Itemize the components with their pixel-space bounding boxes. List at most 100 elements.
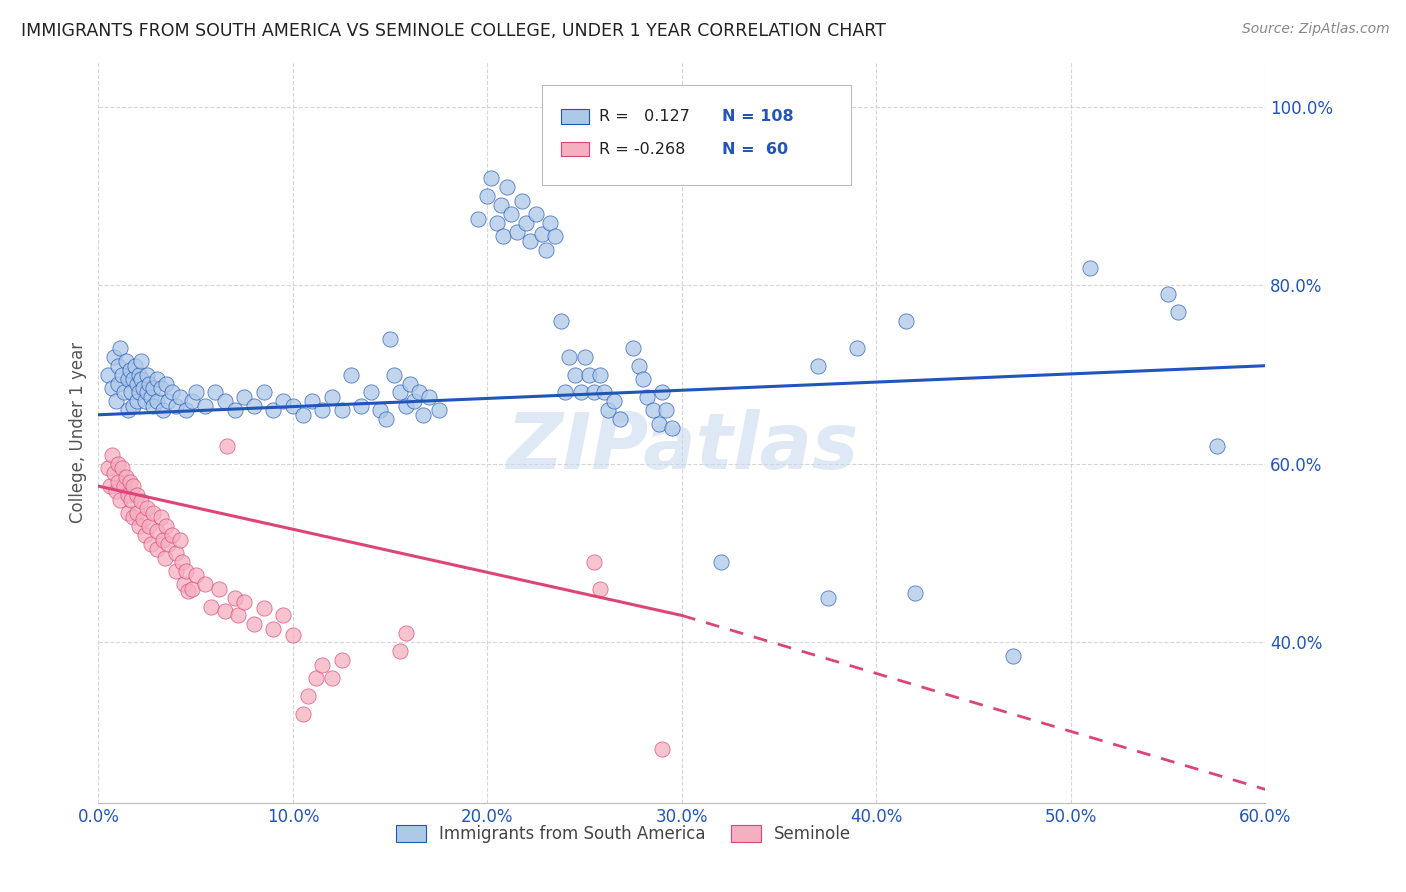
- Point: [846, 341, 869, 355]
- Point: [162, 528, 184, 542]
- Point: [271, 394, 294, 409]
- Point: [418, 390, 440, 404]
- Point: [641, 403, 664, 417]
- Text: N = 108: N = 108: [721, 109, 793, 124]
- Point: [138, 376, 160, 391]
- Point: [291, 408, 314, 422]
- Point: [512, 194, 534, 208]
- Point: [321, 671, 343, 685]
- Point: [583, 385, 606, 400]
- Point: [262, 403, 284, 417]
- Point: [107, 475, 129, 489]
- Point: [146, 372, 169, 386]
- Point: [569, 385, 592, 400]
- Point: [224, 591, 246, 605]
- Point: [380, 332, 402, 346]
- Point: [108, 492, 131, 507]
- Point: [122, 399, 145, 413]
- Point: [593, 385, 616, 400]
- Point: [578, 368, 600, 382]
- Point: [162, 385, 184, 400]
- Point: [330, 653, 353, 667]
- Point: [134, 528, 156, 542]
- Text: N =  60: N = 60: [721, 142, 787, 157]
- FancyBboxPatch shape: [541, 85, 851, 185]
- Point: [1001, 648, 1024, 663]
- Point: [134, 394, 156, 409]
- Point: [142, 506, 165, 520]
- Legend: Immigrants from South America, Seminole: Immigrants from South America, Seminole: [389, 819, 858, 850]
- Point: [321, 390, 343, 404]
- Point: [139, 390, 162, 404]
- Point: [153, 550, 176, 565]
- Point: [108, 341, 131, 355]
- Point: [111, 461, 134, 475]
- Point: [408, 385, 430, 400]
- Point: [169, 390, 191, 404]
- Point: [281, 628, 304, 642]
- Point: [165, 546, 187, 560]
- Point: [122, 372, 145, 386]
- Point: [129, 494, 152, 508]
- Point: [117, 372, 139, 386]
- Point: [311, 657, 333, 672]
- Point: [583, 555, 606, 569]
- Point: [486, 216, 509, 230]
- Point: [398, 376, 420, 391]
- Point: [169, 533, 191, 547]
- Point: [370, 403, 392, 417]
- Point: [146, 541, 169, 556]
- Point: [524, 207, 547, 221]
- Point: [427, 403, 450, 417]
- Point: [142, 399, 165, 413]
- Point: [139, 537, 162, 551]
- Point: [558, 350, 581, 364]
- Point: [603, 394, 626, 409]
- Point: [127, 394, 149, 409]
- Point: [174, 403, 197, 417]
- Point: [155, 376, 177, 391]
- Point: [180, 582, 202, 596]
- Point: [228, 608, 250, 623]
- Point: [550, 314, 572, 328]
- Point: [375, 412, 398, 426]
- Point: [564, 368, 586, 382]
- Point: [305, 671, 328, 685]
- Point: [479, 171, 502, 186]
- Point: [492, 229, 515, 244]
- Point: [103, 350, 125, 364]
- Point: [651, 742, 673, 756]
- Point: [253, 601, 276, 615]
- Point: [330, 403, 353, 417]
- Point: [174, 564, 197, 578]
- Point: [281, 399, 304, 413]
- Point: [184, 385, 207, 400]
- Point: [122, 479, 145, 493]
- Point: [194, 399, 217, 413]
- Point: [233, 595, 256, 609]
- Point: [107, 457, 129, 471]
- Point: [118, 475, 141, 489]
- Point: [114, 354, 136, 368]
- Point: [149, 381, 172, 395]
- Point: [127, 506, 149, 520]
- Point: [360, 385, 382, 400]
- Point: [596, 403, 619, 417]
- Text: ZIPatlas: ZIPatlas: [506, 409, 858, 485]
- Point: [152, 403, 174, 417]
- Point: [388, 385, 411, 400]
- Point: [121, 385, 143, 400]
- Point: [122, 510, 145, 524]
- Point: [200, 599, 222, 614]
- Point: [496, 180, 519, 194]
- Text: IMMIGRANTS FROM SOUTH AMERICA VS SEMINOLE COLLEGE, UNDER 1 YEAR CORRELATION CHAR: IMMIGRANTS FROM SOUTH AMERICA VS SEMINOL…: [21, 22, 886, 40]
- Point: [894, 314, 917, 328]
- Point: [136, 385, 159, 400]
- Point: [128, 519, 150, 533]
- Point: [194, 577, 217, 591]
- Point: [208, 582, 231, 596]
- Point: [904, 586, 927, 600]
- Point: [243, 617, 266, 632]
- Point: [114, 470, 136, 484]
- Point: [128, 385, 150, 400]
